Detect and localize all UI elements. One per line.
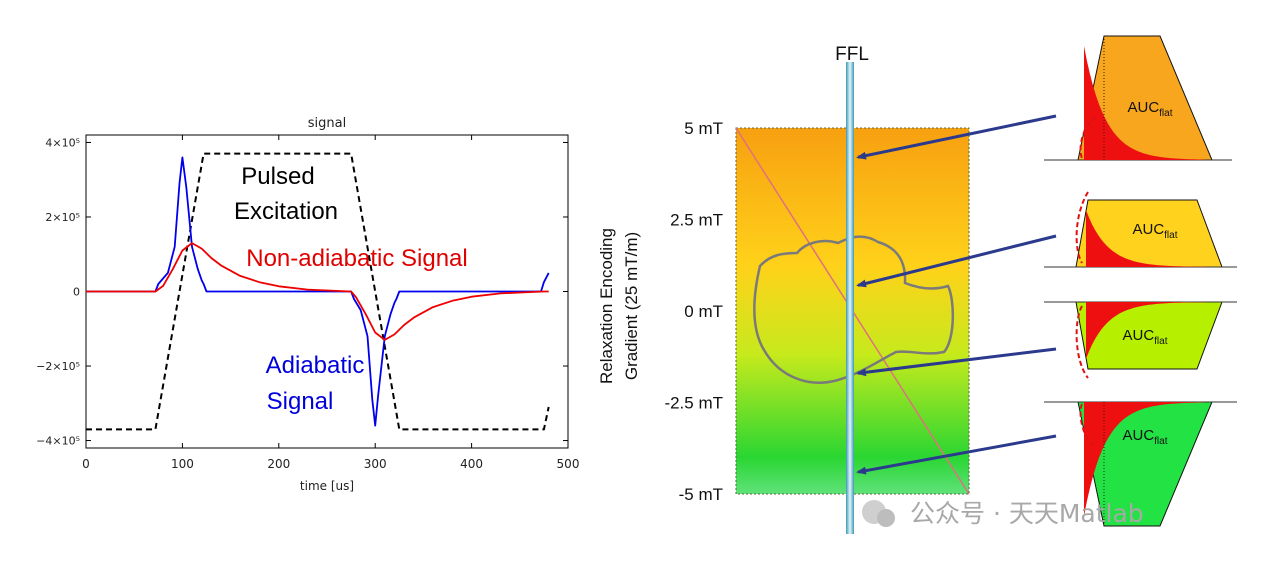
gradient-tick-label: -2.5 mT xyxy=(664,394,723,413)
y-axis-label-line1: Relaxation Encoding xyxy=(597,228,616,384)
pulse-outline-dashed xyxy=(1079,117,1097,159)
auc-label: AUCflat xyxy=(1122,327,1167,347)
signal-chart: signal 0 100 200 300 400 500 4×10⁵ 2×10⁵ 0 −2×10⁵… xyxy=(36,116,579,493)
x-tick-label: 500 xyxy=(557,457,580,471)
mapping-arrow xyxy=(856,114,1057,160)
x-tick-label: 400 xyxy=(460,457,483,471)
annotation-signal: Signal xyxy=(267,388,334,415)
gradient-tick-label: -5 mT xyxy=(679,485,723,504)
ffl-label: FFL xyxy=(835,44,869,65)
y-axis-label-line2: Gradient (25 mT/m) xyxy=(622,232,641,380)
mapping-arrow xyxy=(856,434,1057,475)
x-axis-label: time [us] xyxy=(300,479,354,493)
auc-inset-4: AUCflat xyxy=(1044,401,1237,527)
auc-label-subscript: flat xyxy=(1154,436,1168,447)
auc-label-main: AUC xyxy=(1127,99,1159,116)
pulse-outline-dashed xyxy=(1075,305,1089,379)
series-line-pulsed xyxy=(86,152,550,431)
auc-label: AUCflat xyxy=(1122,427,1167,447)
mapping-arrow xyxy=(856,347,1057,377)
y-tick-label: 0 xyxy=(73,286,80,299)
x-tick-label: 0 xyxy=(82,457,90,471)
auc-inset-2: AUCflat xyxy=(1044,191,1237,268)
relaxation-signal-area xyxy=(1084,402,1204,516)
auc-inset-1: AUCflat xyxy=(1044,35,1232,161)
x-tick-label: 300 xyxy=(364,457,387,471)
ffl-line xyxy=(846,62,854,534)
gradient-tick-label: 5 mT xyxy=(684,119,723,138)
watermark: 公众号 · 天天Matlab xyxy=(862,499,1144,528)
chart-title: signal xyxy=(308,116,346,131)
x-tick-label: 200 xyxy=(267,457,290,471)
x-tick-label: 100 xyxy=(171,457,194,471)
gradient-tick-label: 0 mT xyxy=(684,302,723,321)
auc-label: AUCflat xyxy=(1132,221,1177,241)
ffl-diagram: FFL Relaxation Encoding Gradient (25 mT/… xyxy=(597,35,1237,534)
sample-outline xyxy=(753,235,955,384)
watermark-text: 公众号 · 天天Matlab xyxy=(910,499,1144,528)
annotation-non-adiabatic: Non-adiabatic Signal xyxy=(246,245,467,272)
y-tick-label: −4×10⁵ xyxy=(36,435,80,448)
annotation-adiabatic: Adiabatic xyxy=(266,352,365,379)
relaxation-signal-area xyxy=(1086,210,1206,267)
auc-label-subscript: flat xyxy=(1164,230,1178,241)
pulse-outline-dashed xyxy=(1075,191,1089,264)
auc-label-main: AUC xyxy=(1122,427,1154,444)
wechat-icon-bubble xyxy=(877,509,895,527)
mapping-arrow xyxy=(856,234,1057,288)
relaxation-signal-area xyxy=(1086,302,1206,359)
auc-label-subscript: flat xyxy=(1159,108,1173,119)
series-line-nonadiabatic xyxy=(86,242,549,341)
y-tick-label: 4×10⁵ xyxy=(45,136,80,149)
auc-label-main: AUC xyxy=(1132,221,1164,238)
y-tick-label: −2×10⁵ xyxy=(36,360,80,373)
relaxation-signal-area xyxy=(1084,46,1204,160)
auc-label-main: AUC xyxy=(1122,327,1154,344)
auc-label: AUCflat xyxy=(1127,99,1172,119)
y-tick-label: 2×10⁵ xyxy=(45,211,80,224)
auc-label-subscript: flat xyxy=(1154,336,1168,347)
annotation-excitation: Excitation xyxy=(234,198,338,225)
gradient-tick-label: 2.5 mT xyxy=(670,211,723,230)
pulse-outline-dashed xyxy=(1079,403,1097,447)
auc-inset-3: AUCflat xyxy=(1044,301,1237,379)
annotation-pulsed: Pulsed xyxy=(241,163,314,190)
